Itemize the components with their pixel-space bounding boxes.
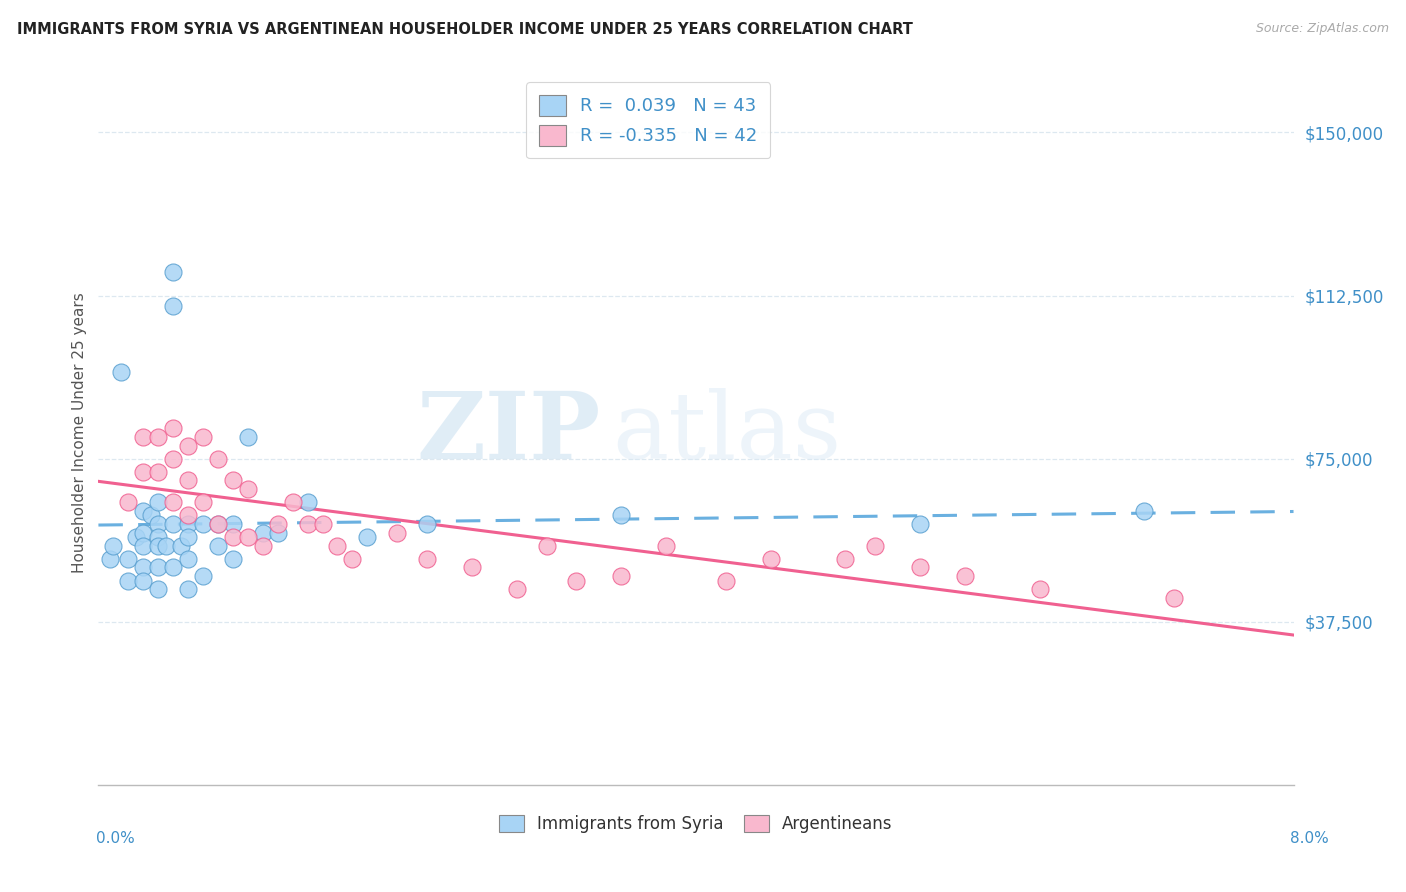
- Point: [162, 300, 184, 314]
- Point: [132, 574, 155, 588]
- Point: [191, 430, 214, 444]
- Point: [953, 569, 976, 583]
- Point: [132, 539, 155, 553]
- Point: [207, 539, 229, 553]
- Point: [834, 551, 856, 566]
- Point: [148, 582, 170, 597]
- Point: [252, 525, 274, 540]
- Point: [162, 451, 184, 466]
- Point: [236, 430, 259, 444]
- Point: [297, 495, 319, 509]
- Point: [356, 530, 378, 544]
- Point: [177, 508, 200, 523]
- Point: [222, 474, 245, 488]
- Point: [177, 582, 200, 597]
- Point: [655, 539, 678, 553]
- Point: [148, 516, 170, 531]
- Point: [416, 516, 439, 531]
- Point: [267, 516, 290, 531]
- Point: [177, 551, 200, 566]
- Point: [155, 539, 177, 553]
- Point: [98, 551, 122, 566]
- Text: ZIP: ZIP: [416, 388, 600, 477]
- Point: [252, 539, 274, 553]
- Text: 8.0%: 8.0%: [1289, 831, 1329, 847]
- Point: [326, 539, 349, 553]
- Point: [148, 539, 170, 553]
- Point: [222, 516, 245, 531]
- Point: [177, 474, 200, 488]
- Point: [162, 560, 184, 574]
- Point: [222, 530, 245, 544]
- Point: [191, 516, 214, 531]
- Point: [506, 582, 529, 597]
- Point: [148, 560, 170, 574]
- Point: [610, 508, 633, 523]
- Point: [177, 516, 200, 531]
- Point: [267, 525, 290, 540]
- Legend: Immigrants from Syria, Argentineans: Immigrants from Syria, Argentineans: [492, 808, 900, 840]
- Point: [191, 569, 214, 583]
- Point: [162, 495, 184, 509]
- Point: [177, 530, 200, 544]
- Point: [1028, 582, 1050, 597]
- Point: [865, 539, 887, 553]
- Point: [461, 560, 484, 574]
- Point: [148, 495, 170, 509]
- Point: [162, 516, 184, 531]
- Point: [908, 560, 931, 574]
- Text: atlas: atlas: [613, 388, 842, 477]
- Point: [148, 430, 170, 444]
- Point: [536, 539, 558, 553]
- Point: [132, 465, 155, 479]
- Point: [148, 530, 170, 544]
- Point: [222, 551, 245, 566]
- Point: [236, 482, 259, 496]
- Point: [169, 539, 191, 553]
- Y-axis label: Householder Income Under 25 years: Householder Income Under 25 years: [72, 293, 87, 573]
- Point: [117, 551, 139, 566]
- Point: [207, 451, 229, 466]
- Point: [714, 574, 737, 588]
- Point: [1163, 591, 1185, 605]
- Point: [110, 365, 132, 379]
- Point: [1133, 504, 1156, 518]
- Point: [610, 569, 633, 583]
- Point: [311, 516, 333, 531]
- Point: [132, 525, 155, 540]
- Point: [148, 465, 170, 479]
- Point: [103, 539, 125, 553]
- Point: [125, 530, 148, 544]
- Point: [132, 430, 155, 444]
- Text: IMMIGRANTS FROM SYRIA VS ARGENTINEAN HOUSEHOLDER INCOME UNDER 25 YEARS CORRELATI: IMMIGRANTS FROM SYRIA VS ARGENTINEAN HOU…: [17, 22, 912, 37]
- Point: [207, 516, 229, 531]
- Text: 0.0%: 0.0%: [96, 831, 135, 847]
- Point: [908, 516, 931, 531]
- Point: [759, 551, 782, 566]
- Point: [132, 504, 155, 518]
- Point: [297, 516, 319, 531]
- Point: [342, 551, 364, 566]
- Point: [162, 265, 184, 279]
- Point: [117, 495, 139, 509]
- Point: [162, 421, 184, 435]
- Text: Source: ZipAtlas.com: Source: ZipAtlas.com: [1256, 22, 1389, 36]
- Point: [191, 495, 214, 509]
- Point: [139, 508, 162, 523]
- Point: [385, 525, 409, 540]
- Point: [207, 516, 229, 531]
- Point: [416, 551, 439, 566]
- Point: [177, 439, 200, 453]
- Point: [117, 574, 139, 588]
- Point: [281, 495, 304, 509]
- Point: [132, 560, 155, 574]
- Point: [565, 574, 588, 588]
- Point: [236, 530, 259, 544]
